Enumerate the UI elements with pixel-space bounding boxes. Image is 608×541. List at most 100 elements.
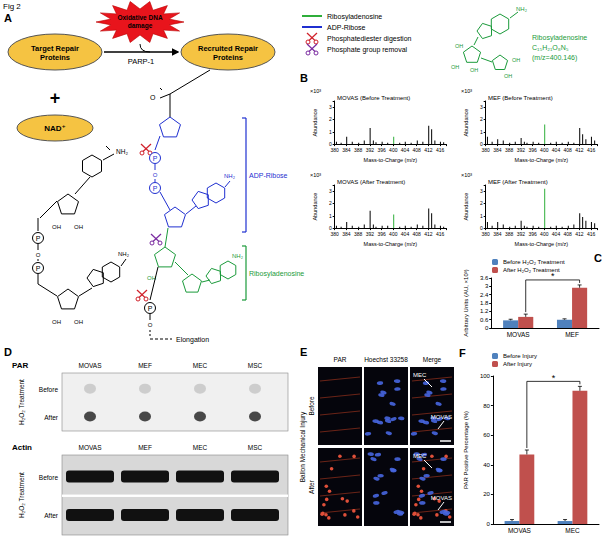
svg-text:20: 20 [483,491,490,497]
svg-text:416: 416 [587,231,596,237]
svg-text:PAR: PAR [12,361,29,370]
svg-text:Elongation: Elongation [176,336,209,344]
svg-text:408: 408 [564,231,573,237]
svg-text:MOVAS: MOVAS [431,414,452,420]
svg-text:400: 400 [389,231,398,237]
svg-text:404: 404 [552,231,561,237]
svg-text:Abundance: Abundance [463,193,469,221]
svg-text:C₁₅H₂₁O₈N₅: C₁₅H₂₁O₈N₅ [532,44,569,51]
svg-text:Abundance: Abundance [463,109,469,137]
svg-text:408: 408 [564,147,573,153]
svg-text:Oxidative DNA: Oxidative DNA [117,14,162,21]
svg-text:416: 416 [436,231,445,237]
svg-text:MOVAS: MOVAS [79,444,103,451]
svg-text:400: 400 [540,231,549,237]
svg-text:Ballon Mechanical Injury: Ballon Mechanical Injury [299,411,307,482]
svg-text:396: 396 [377,231,386,237]
svg-text:MEF: MEF [138,444,152,451]
svg-text:396: 396 [377,147,386,153]
svg-text:After: After [44,512,59,519]
svg-text:F: F [459,347,466,359]
svg-text:×10³: ×10³ [461,88,472,94]
svg-text:408: 408 [413,147,422,153]
svg-text:384: 384 [342,231,351,237]
svg-text:MEF (After Treatment): MEF (After Treatment) [488,179,548,185]
svg-text:MOVAS: MOVAS [431,495,452,501]
svg-text:Before: Before [39,386,59,393]
svg-text:*: * [552,373,556,383]
svg-text:3: 3 [485,283,489,289]
svg-text:384: 384 [342,147,351,153]
svg-text:412: 412 [575,231,584,237]
svg-text:380: 380 [331,147,340,153]
svg-text:3.6: 3.6 [480,275,489,281]
svg-text:NH₂: NH₂ [118,251,130,257]
svg-text:2: 2 [329,116,332,122]
svg-text:O: O [148,322,153,328]
svg-text:PARP-1: PARP-1 [128,57,155,66]
svg-text:Mass-to-Charge (m/z): Mass-to-Charge (m/z) [364,157,418,163]
svg-text:Before Injury: Before Injury [503,353,537,359]
svg-text:A: A [4,12,12,24]
svg-text:B: B [300,72,308,84]
svg-text:×10³: ×10³ [310,88,321,94]
svg-text:MOVAS (After Treatment): MOVAS (After Treatment) [337,179,405,185]
svg-text:E: E [300,346,307,358]
svg-text:2: 2 [329,200,332,206]
svg-text:392: 392 [517,147,526,153]
svg-text:3: 3 [480,188,483,194]
svg-text:P: P [36,235,41,242]
svg-text:O: O [153,172,158,178]
svg-text:396: 396 [528,147,537,153]
svg-text:NH₂: NH₂ [516,6,528,12]
svg-text:OH: OH [470,67,478,73]
svg-text:Proteins: Proteins [40,53,70,62]
svg-text:OH: OH [504,73,512,79]
svg-text:×10³: ×10³ [461,172,472,178]
svg-text:384: 384 [493,231,502,237]
svg-text:MSC: MSC [248,444,263,451]
svg-text:80: 80 [483,403,490,409]
svg-text:MEC: MEC [193,444,208,451]
svg-text:Phosphate group removal: Phosphate group removal [327,46,408,54]
svg-text:O: O [36,252,41,258]
svg-text:Before: Before [39,474,59,481]
svg-text:3: 3 [329,104,332,110]
svg-text:damage: damage [128,22,153,30]
svg-text:MEC: MEC [413,453,427,459]
svg-text:Before: Before [308,396,315,416]
svg-text:OH: OH [512,57,520,63]
svg-text:OH: OH [52,319,61,325]
svg-text:NH₂: NH₂ [116,148,128,155]
svg-text:MOVAS: MOVAS [508,527,532,534]
svg-text:404: 404 [401,231,410,237]
svg-text:Before H₂O₂ Treatment: Before H₂O₂ Treatment [503,259,565,265]
svg-text:412: 412 [424,147,433,153]
svg-text:392: 392 [366,147,375,153]
svg-text:2: 2 [480,200,483,206]
svg-text:P: P [148,305,153,312]
svg-text:404: 404 [401,147,410,153]
svg-text:C: C [594,252,602,264]
svg-text:MEC: MEC [193,362,208,369]
svg-text:0: 0 [485,325,489,331]
svg-text:380: 380 [482,231,491,237]
svg-text:Mass-to-Charge (m/z): Mass-to-Charge (m/z) [364,241,418,247]
svg-text:Abundance: Abundance [312,193,318,221]
svg-text:MEF: MEF [138,362,152,369]
svg-text:Merge: Merge [423,356,442,364]
svg-text:Phosphatediester digestion: Phosphatediester digestion [327,35,412,43]
svg-text:ADP-Ribose: ADP-Ribose [249,172,288,179]
svg-text:40: 40 [483,462,490,468]
svg-text:388: 388 [505,231,514,237]
svg-text:Arbitrary Units (AU, ×10³): Arbitrary Units (AU, ×10³) [463,269,469,337]
svg-text:Recruited Repair: Recruited Repair [198,44,258,53]
svg-text:P: P [153,185,158,192]
svg-text:After: After [44,414,59,421]
svg-text:OH: OH [74,224,83,230]
svg-text:3: 3 [329,188,332,194]
svg-text:384: 384 [493,147,502,153]
svg-text:396: 396 [528,231,537,237]
svg-text:60: 60 [483,432,490,438]
svg-text:1: 1 [480,213,483,219]
